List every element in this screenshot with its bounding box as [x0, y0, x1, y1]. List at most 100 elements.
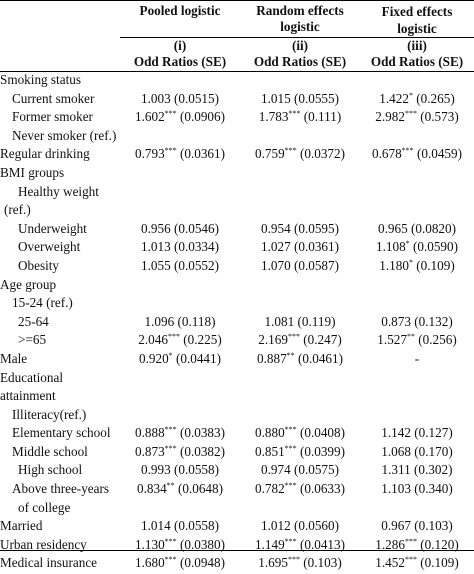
significance-stars: ***: [288, 332, 300, 341]
cell-model-1: 1.014 (0.0558): [120, 518, 240, 537]
significance-stars: ***: [285, 481, 297, 490]
cell-model-2: 0.851*** (0.0399): [240, 444, 360, 463]
row-label: 25-64: [0, 314, 120, 333]
row-label: 15-24 (ref.): [0, 295, 120, 314]
significance-stars: ***: [165, 537, 177, 546]
row-label: Male: [0, 351, 120, 370]
cell-model-1: 0.993 (0.0558): [120, 462, 240, 481]
cell-model-3: 1.142 (0.127): [360, 425, 474, 444]
cell-model-2: 0.974 (0.0575): [240, 462, 360, 481]
significance-stars: **: [407, 332, 415, 341]
significance-stars: ***: [285, 425, 297, 434]
cell-model-3: 1.422* (0.265): [360, 91, 474, 110]
cell-model-2: 1.027 (0.0361): [240, 239, 360, 258]
cell-model-2: [240, 388, 360, 407]
cell-model-2: [240, 165, 360, 184]
cell-model-2: 0.782*** (0.0633): [240, 481, 360, 500]
table-row: Illiteracy(ref.): [0, 407, 474, 426]
row-label: Above three-years: [0, 481, 120, 500]
model-1-number: (i): [120, 37, 240, 54]
cell-model-1: 1.130*** (0.0380): [120, 537, 240, 556]
cell-model-3: [360, 165, 474, 184]
cell-model-3: [360, 128, 474, 147]
cell-model-3: 1.108* (0.0590): [360, 239, 474, 258]
cell-model-2: [240, 184, 360, 203]
table-row: (ref.): [0, 202, 474, 221]
cell-model-1: [120, 500, 240, 519]
significance-stars: ***: [165, 146, 177, 155]
cell-model-1: [120, 370, 240, 389]
cell-model-2: 0.954 (0.0595): [240, 221, 360, 240]
significance-stars: ***: [405, 109, 417, 118]
cell-model-3: 1.103 (0.340): [360, 481, 474, 500]
significance-stars: ***: [288, 555, 300, 564]
significance-stars: ***: [402, 146, 414, 155]
cell-model-3: 1.286*** (0.120): [360, 537, 474, 556]
cell-model-2: [240, 500, 360, 519]
cell-model-1: 0.873*** (0.0382): [120, 444, 240, 463]
table-row: BMI groups: [0, 165, 474, 184]
cell-model-1: 1.055 (0.0552): [120, 258, 240, 277]
significance-stars: **: [167, 481, 175, 490]
significance-stars: ***: [165, 109, 177, 118]
significance-stars: ***: [165, 444, 177, 453]
significance-stars: **: [287, 351, 295, 360]
table-row: attainment: [0, 388, 474, 407]
row-label: Obesity: [0, 258, 120, 277]
cell-model-1: [120, 407, 240, 426]
cell-model-1: [120, 72, 240, 91]
cell-model-1: 0.920* (0.0441): [120, 351, 240, 370]
cell-model-1: 0.834** (0.0648): [120, 481, 240, 500]
cell-model-1: 0.956 (0.0546): [120, 221, 240, 240]
cell-model-2: 1.695*** (0.103): [240, 555, 360, 574]
cell-model-3: 1.527** (0.256): [360, 332, 474, 351]
row-label: Healthy weight: [0, 184, 120, 203]
cell-model-2: [240, 277, 360, 296]
cell-model-1: 0.793*** (0.0361): [120, 146, 240, 165]
cell-model-1: 1.013 (0.0334): [120, 239, 240, 258]
cell-model-2: 1.783*** (0.111): [240, 109, 360, 128]
cell-model-1: 0.888*** (0.0383): [120, 425, 240, 444]
row-label: Never smoker (ref.): [0, 128, 120, 147]
cell-model-3: [360, 388, 474, 407]
cell-model-3: [360, 277, 474, 296]
table-row: Educational: [0, 370, 474, 389]
row-label: Married: [0, 518, 120, 537]
model-1-name: Pooled logistic: [120, 1, 240, 38]
cell-model-1: 2.046*** (0.225): [120, 332, 240, 351]
cell-model-3: 0.967 (0.103): [360, 518, 474, 537]
cell-model-1: 1.602*** (0.0906): [120, 109, 240, 128]
cell-model-1: [120, 202, 240, 221]
cell-model-2: [240, 370, 360, 389]
significance-stars: ***: [285, 444, 297, 453]
cell-model-3: [360, 295, 474, 314]
row-label: Regular drinking: [0, 146, 120, 165]
cell-model-2: 1.070 (0.0587): [240, 258, 360, 277]
cell-model-2: 0.880*** (0.0408): [240, 425, 360, 444]
cell-model-3: 1.068 (0.170): [360, 444, 474, 463]
row-label: Elementary school: [0, 425, 120, 444]
cell-model-1: [120, 295, 240, 314]
row-label: Educational: [0, 370, 120, 389]
table-row: Healthy weight: [0, 184, 474, 203]
cell-model-2: 1.081 (0.119): [240, 314, 360, 333]
row-label: Medical insurance: [0, 555, 120, 574]
significance-stars: ***: [405, 537, 417, 546]
cell-model-2: [240, 128, 360, 147]
cell-model-3: [360, 407, 474, 426]
cell-model-3: [360, 202, 474, 221]
